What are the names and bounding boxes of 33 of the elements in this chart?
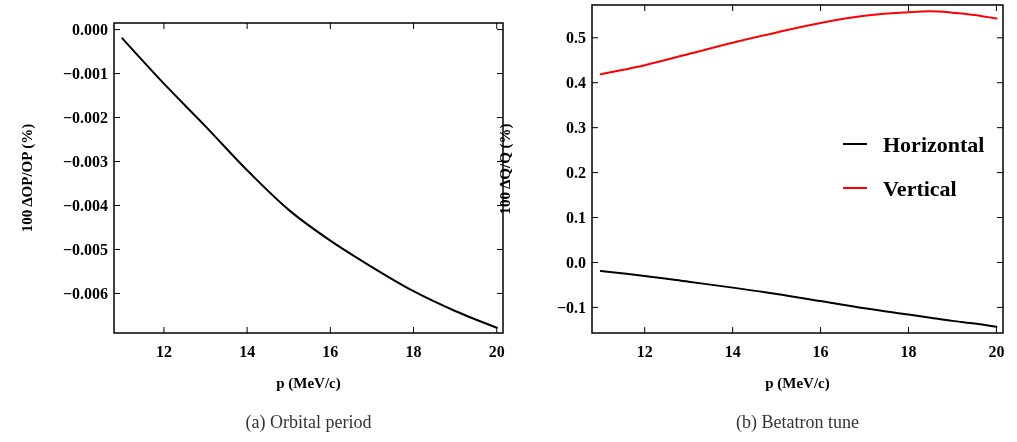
y-tick-label: −0.1 (556, 298, 586, 316)
y-tick-label: 0.0 (566, 254, 586, 272)
y-tick-label: −0.003 (62, 153, 108, 171)
line-series (599, 10, 998, 76)
x-tick-label: 12 (636, 343, 653, 360)
y-tick-label: −0.002 (62, 109, 108, 127)
text: (b) Betatron tune (736, 412, 859, 433)
x-tick-label: 14 (724, 343, 741, 360)
y-tick-label: −0.006 (62, 285, 108, 303)
y-tick-label: 0.000 (72, 21, 108, 39)
x-tick-label: 12 (155, 343, 172, 360)
x-tick-label: 18 (900, 343, 917, 360)
y-tick-label: 0.2 (566, 164, 586, 182)
y-tick-label: 0.5 (566, 29, 586, 47)
y-tick-label: −0.001 (62, 65, 108, 83)
x-tick-label: 20 (988, 343, 1005, 360)
y-tick-label: −0.004 (62, 197, 108, 215)
text: (a) Orbital period (245, 412, 372, 433)
x-tick-label: 16 (322, 343, 339, 360)
x-axis-title: p (MeV/c) (765, 375, 830, 392)
legend-label: Horizontal (883, 131, 985, 157)
x-tick-label: 16 (812, 343, 829, 360)
y-tick-label: 0.4 (566, 74, 586, 92)
x-tick-label: 20 (488, 343, 505, 360)
y-axis-title: 100 ΔQ/Q (%) (497, 123, 514, 215)
y-tick-label: 0.1 (566, 209, 586, 227)
y-tick-label: −0.005 (62, 241, 108, 259)
legend-label: Vertical (883, 175, 957, 201)
y-tick-label: 0.3 (566, 119, 586, 137)
x-tick-label: 18 (405, 343, 422, 360)
y-axis-title: 100 ΔOP/OP (%) (19, 123, 36, 233)
x-tick-label: 14 (239, 343, 256, 360)
x-axis-title: p (MeV/c) (276, 375, 341, 392)
